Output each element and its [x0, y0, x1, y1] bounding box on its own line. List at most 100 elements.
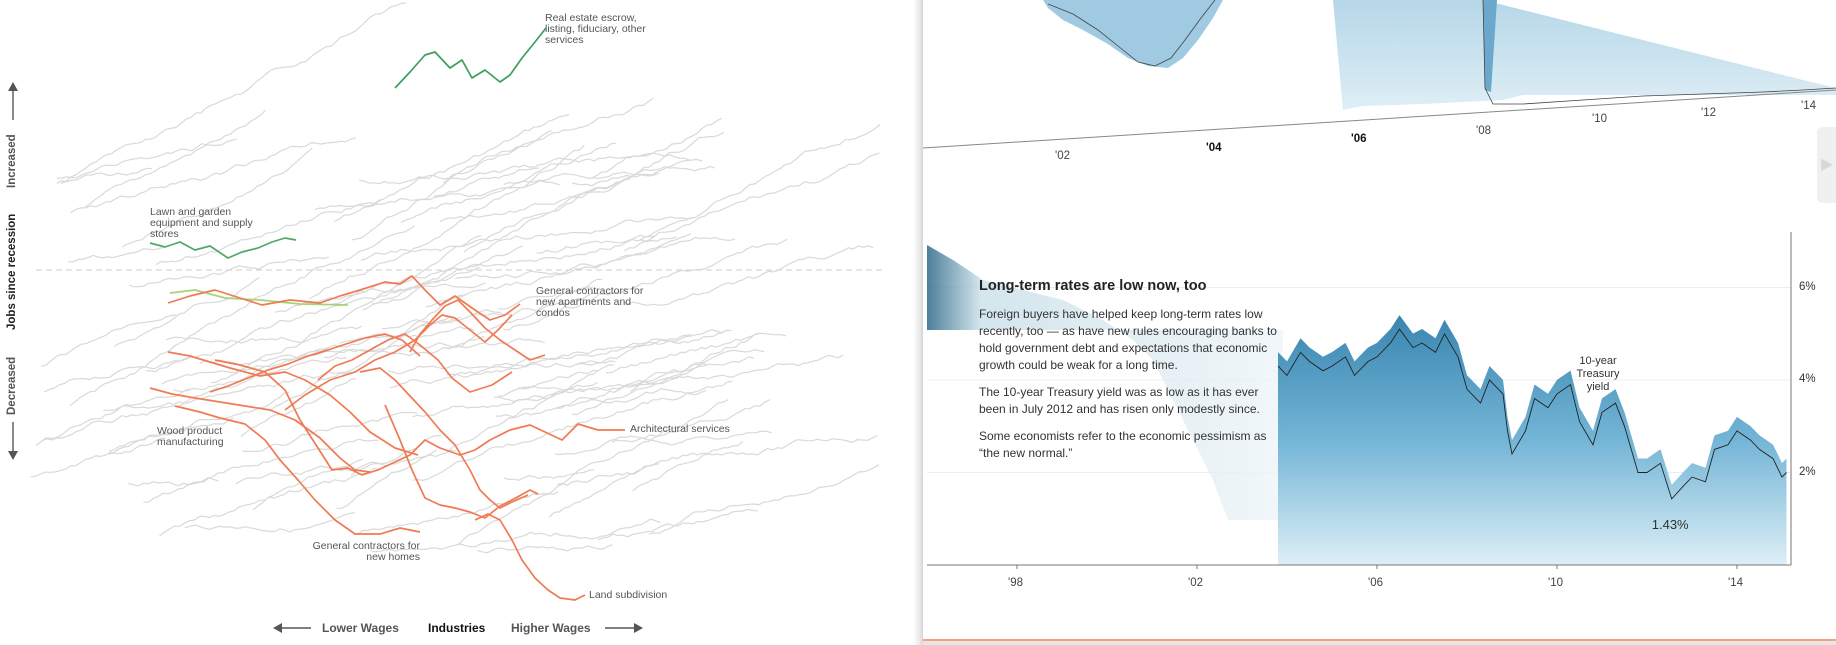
industry-line [400, 142, 617, 223]
label-gen-contractors-homes: General contractors for new homes [312, 540, 420, 563]
jobs-lines-chart [30, 2, 882, 601]
top-year-10: '10 [1592, 113, 1607, 125]
series-label-treasury: 10-year Treasury yield [1576, 355, 1620, 393]
highlighted-industry-line [474, 513, 586, 601]
industry-line [108, 417, 234, 455]
industry-line [44, 356, 190, 393]
lower-wages-label: Lower Wages [322, 621, 399, 635]
industry-line [166, 325, 362, 344]
top-axis [923, 89, 1836, 149]
top-3d-chart [923, 0, 1836, 149]
industry-line [145, 266, 481, 373]
industry-line [495, 388, 707, 419]
industry-line [143, 438, 379, 503]
highlighted-industry-line [214, 359, 625, 476]
industry-line [412, 381, 598, 418]
top-year-06: '06 [1351, 133, 1367, 145]
faded-early-area [927, 245, 1283, 520]
top-year-08: '08 [1476, 125, 1491, 137]
y-tick-label: 2% [1799, 465, 1816, 478]
x-tick-label: '02 [1188, 577, 1203, 589]
y-tick-label: 4% [1799, 373, 1816, 385]
story-paragraph: Some economists refer to the economic pe… [979, 429, 1267, 460]
industry-line [498, 369, 599, 397]
axis-title: Jobs since recession [6, 213, 18, 330]
industry-line [446, 278, 603, 349]
label-architectural: Architectural services [630, 423, 730, 435]
industry-line [548, 463, 660, 518]
top-year-02: '02 [1055, 150, 1070, 162]
industry-line [630, 332, 761, 393]
industry-line [128, 477, 219, 487]
industry-line [199, 337, 545, 366]
story-text-block: Long-term rates are low now, too Foreign… [979, 278, 1279, 472]
industry-line [433, 167, 539, 197]
industry-line [121, 147, 313, 248]
top-year-12: '12 [1701, 107, 1716, 119]
industry-line [390, 360, 616, 389]
top-area-left [1043, 0, 1223, 68]
industry-line [68, 246, 164, 263]
industry-line [333, 113, 570, 223]
industry-line [173, 339, 355, 392]
industry-line [370, 518, 661, 553]
panel-divider [913, 0, 923, 645]
axis-decreased-label: Decreased [6, 356, 18, 415]
industry-line [557, 435, 878, 486]
industry-line [446, 329, 732, 378]
industry-line [463, 131, 725, 253]
label-land-subdivision: Land subdivision [589, 589, 668, 601]
industry-line [235, 449, 456, 485]
industry-line [611, 430, 772, 446]
industry-line [517, 354, 844, 393]
top-area-right [1253, 0, 1836, 110]
industry-line [632, 440, 744, 492]
industry-line [439, 165, 715, 223]
highlighted-industry-lines [149, 27, 625, 601]
label-gen-contractors-apartments: General contractors for new apartments an… [536, 285, 644, 319]
industry-line [184, 512, 355, 533]
industry-line [597, 508, 758, 541]
chevron-right-icon: ▶ [1821, 156, 1834, 173]
industry-line [554, 399, 771, 456]
industry-line [381, 309, 502, 330]
industry-line [252, 458, 363, 511]
industry-line [240, 377, 356, 438]
jobs-chart-panel: Increased Jobs since recession Decreased… [6, 2, 882, 635]
industry-line [571, 158, 703, 187]
industry-line [56, 167, 152, 184]
industry-line [161, 316, 462, 385]
industry-line [623, 245, 874, 306]
highlighted-industry-line [167, 351, 419, 456]
x-tick-label: '10 [1548, 577, 1563, 589]
industry-line [159, 467, 380, 537]
story-heading: Long-term rates are low now, too [979, 278, 1207, 294]
industry-line [605, 332, 787, 374]
industry-line [113, 277, 260, 347]
industry-line [70, 137, 356, 214]
yield-area [1278, 315, 1787, 565]
industry-line [648, 464, 880, 535]
industry-line [576, 334, 692, 366]
top-year-04: '04 [1206, 142, 1222, 154]
industry-line [624, 152, 880, 252]
next-slide-button[interactable]: ▶ [1817, 127, 1836, 203]
industry-line [85, 109, 266, 208]
x-tick-label: '98 [1008, 577, 1023, 589]
bottom-accent [923, 639, 1836, 641]
highlighted-industry-line [167, 275, 521, 321]
industry-line [571, 363, 707, 416]
axis-increased-label: Increased [6, 134, 18, 188]
highlighted-industry-line [409, 299, 546, 361]
industry-line [351, 130, 552, 241]
highlighted-industry-line [394, 27, 547, 89]
y-tick-label: 6% [1799, 280, 1816, 293]
background-industry-lines [30, 2, 881, 554]
industry-line [314, 180, 561, 210]
industry-line [503, 469, 594, 481]
industry-line [472, 238, 788, 317]
industry-line [308, 144, 585, 300]
industry-line [457, 398, 729, 545]
right-arrow-icon [605, 623, 643, 633]
industry-line [242, 411, 418, 452]
